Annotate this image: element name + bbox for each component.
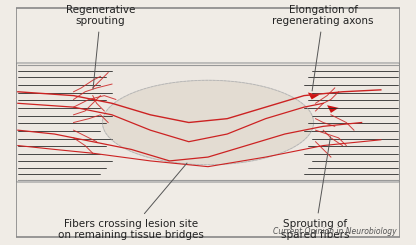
Polygon shape <box>327 105 339 113</box>
Text: Current Opinion in Neurobiology: Current Opinion in Neurobiology <box>272 227 396 236</box>
Ellipse shape <box>102 80 314 165</box>
Polygon shape <box>308 93 319 99</box>
Text: Elongation of
regenerating axons: Elongation of regenerating axons <box>272 5 374 91</box>
Text: Fibers crossing lesion site
on remaining tissue bridges: Fibers crossing lesion site on remaining… <box>58 163 204 240</box>
FancyBboxPatch shape <box>16 63 400 182</box>
Text: Regenerative
sprouting: Regenerative sprouting <box>66 5 135 89</box>
Text: Sprouting of
spared fibers: Sprouting of spared fibers <box>281 137 350 240</box>
